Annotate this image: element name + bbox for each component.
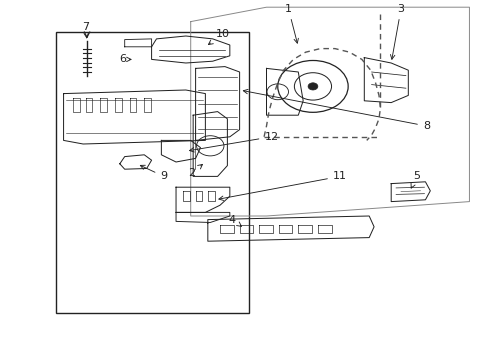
- Text: 6: 6: [120, 54, 131, 64]
- Text: 2: 2: [188, 165, 202, 178]
- Text: 1: 1: [285, 4, 298, 43]
- Text: 7: 7: [82, 22, 89, 38]
- Text: 3: 3: [390, 4, 404, 59]
- Text: 11: 11: [219, 171, 346, 201]
- Text: 12: 12: [189, 132, 278, 152]
- Text: 8: 8: [243, 89, 429, 131]
- Text: 10: 10: [208, 29, 229, 45]
- Text: 9: 9: [140, 165, 167, 181]
- Text: 5: 5: [410, 171, 419, 188]
- Text: 4: 4: [228, 215, 241, 226]
- Circle shape: [307, 83, 317, 90]
